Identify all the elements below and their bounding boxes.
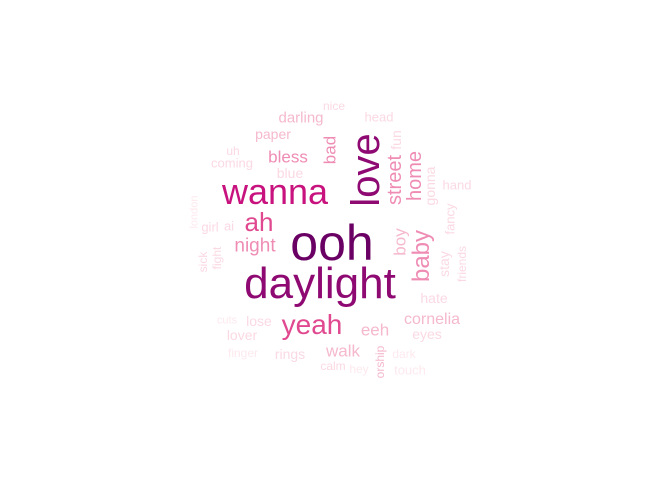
word-walk: walk	[325, 341, 361, 361]
word-ai: ai	[223, 218, 235, 234]
word-hey: hey	[349, 362, 369, 376]
word-love: love	[344, 133, 388, 207]
word-eyes: eyes	[412, 326, 442, 342]
word-girl: girl	[201, 219, 219, 235]
word-lose: lose	[246, 313, 272, 329]
word-lover: lover	[226, 327, 258, 343]
word-wanna: wanna	[221, 171, 329, 212]
word-street: street	[384, 154, 406, 206]
word-london: london	[188, 195, 201, 229]
word-friends: friends	[455, 245, 469, 283]
word-sick: sick	[196, 251, 210, 273]
word-eeh: eeh	[360, 320, 390, 340]
word-dark: dark	[392, 347, 416, 361]
word-bad: bad	[320, 135, 340, 165]
word-bless: bless	[268, 147, 308, 167]
word-touch: touch	[394, 362, 426, 378]
word-fun: fun	[388, 130, 404, 150]
word-ah: ah	[244, 207, 274, 237]
word-cuts: cuts	[216, 314, 238, 327]
word-stay: stay	[436, 251, 452, 277]
word-uh: uh	[226, 144, 240, 158]
word-blue: blue	[276, 165, 304, 181]
word-gonna: gonna	[422, 166, 438, 206]
word-boy: boy	[390, 228, 410, 256]
word-paper: paper	[255, 126, 291, 142]
word-daylight: daylight	[244, 259, 396, 308]
word-nice: nice	[322, 99, 346, 113]
word-baby: baby	[408, 229, 435, 283]
word-fancy: fancy	[442, 203, 458, 235]
word-yeah: yeah	[281, 309, 343, 340]
word-fight: fight	[210, 246, 224, 270]
word-night: night	[234, 235, 276, 257]
word-hand: hand	[442, 177, 472, 193]
word-coming: coming	[211, 155, 253, 171]
word-ooh: ooh	[290, 215, 374, 271]
word-cornelia: cornelia	[403, 311, 461, 328]
word-hate: hate	[420, 290, 448, 306]
word-darling: darling	[278, 109, 324, 127]
word-rings: rings	[274, 346, 306, 362]
word-head: head	[364, 109, 394, 125]
word-worship: orship	[373, 345, 387, 379]
word-calm: calm	[320, 359, 346, 373]
word-finger: finger	[227, 346, 259, 360]
